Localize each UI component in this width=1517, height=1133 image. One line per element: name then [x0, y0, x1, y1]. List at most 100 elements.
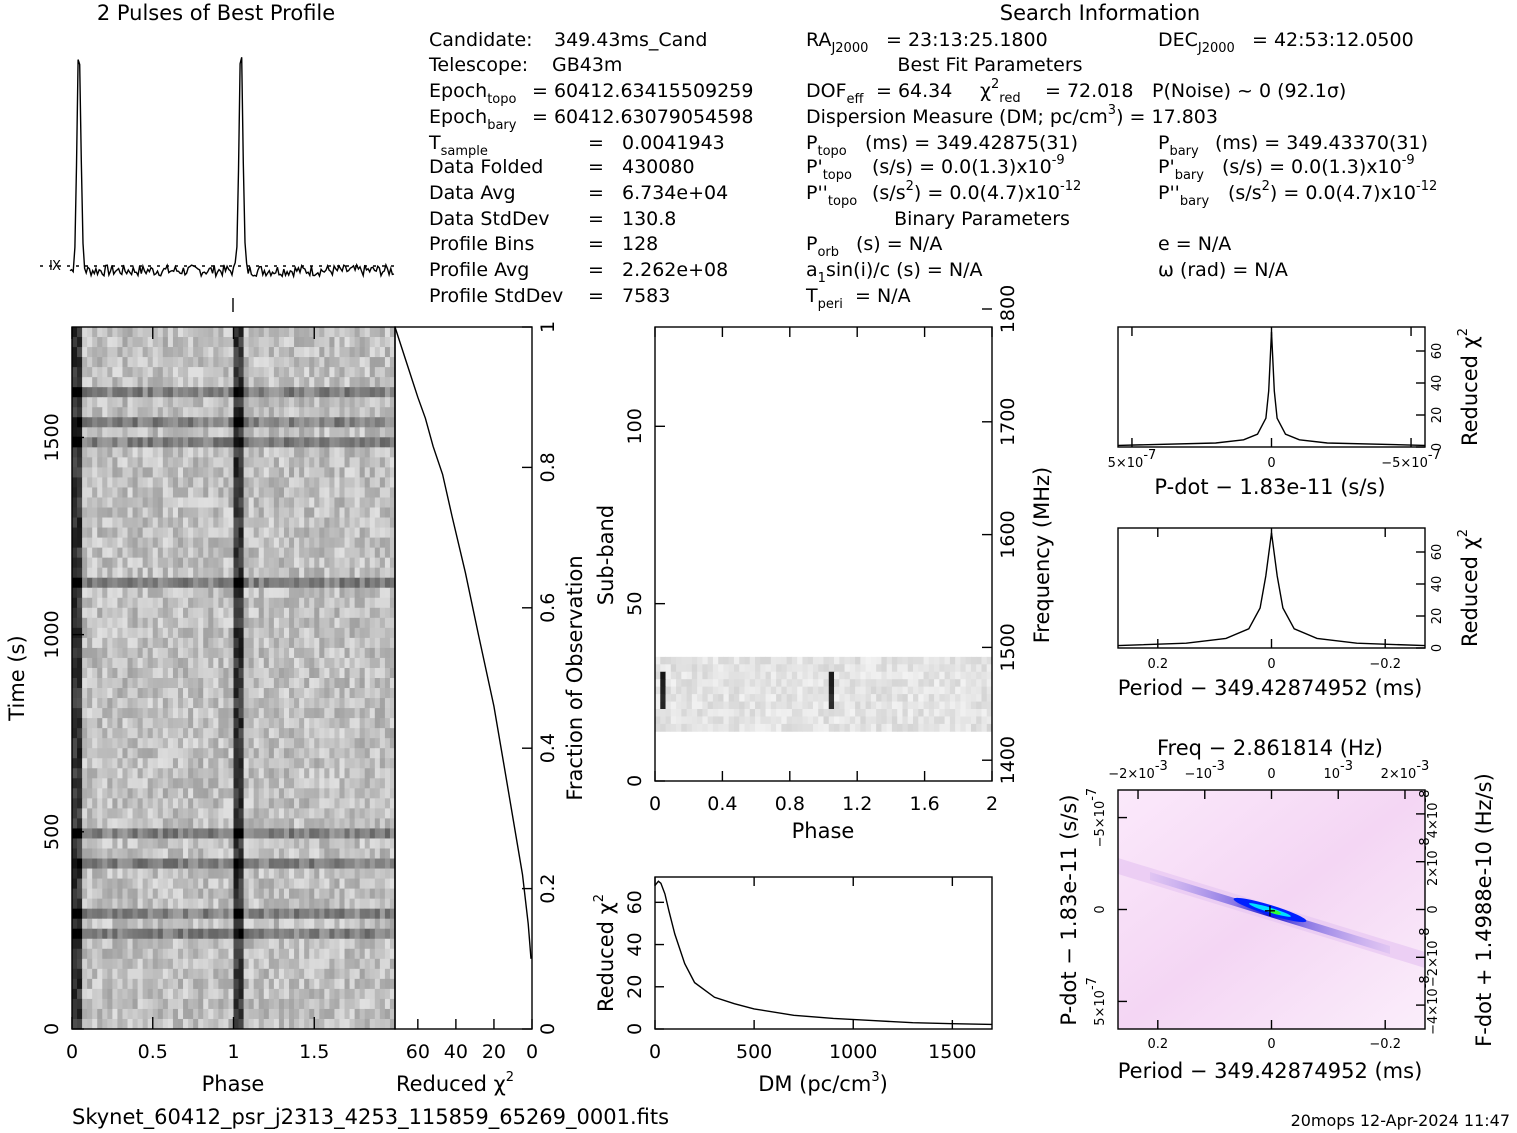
heat-cell	[198, 888, 204, 900]
heat-cell	[132, 567, 139, 579]
heat-cell	[102, 447, 108, 458]
pdtopo-value: (s/s) = 0.0(1.3)x10-9	[872, 153, 1065, 178]
subband-cell	[928, 656, 935, 665]
subband-cell	[960, 656, 967, 665]
heat-cell	[77, 357, 83, 368]
heat-cell	[273, 477, 280, 488]
subband-cell	[902, 664, 909, 673]
heat-cell	[374, 948, 381, 960]
heat-cell	[162, 988, 169, 1000]
heat-cell	[258, 1008, 265, 1020]
heat-cell	[193, 587, 199, 599]
heat-cell	[374, 828, 381, 839]
heat-cell	[289, 808, 295, 819]
subband-cell	[939, 679, 946, 688]
heat-cell	[283, 547, 290, 559]
subband-cell	[718, 656, 724, 665]
heat-cell	[77, 467, 83, 478]
heat-cell	[389, 537, 396, 549]
heat-cell	[374, 387, 381, 398]
subband-cell	[860, 694, 867, 702]
heat-cell	[339, 577, 345, 589]
heat-cell	[157, 637, 164, 649]
heat-cell	[273, 517, 280, 528]
heat-cell	[82, 567, 88, 579]
heat-cell	[72, 898, 78, 910]
heat-cell	[208, 848, 214, 859]
heat-cell	[193, 1018, 199, 1030]
heat-cell	[203, 908, 209, 920]
subband-cell	[676, 656, 682, 665]
heat-cell	[167, 788, 174, 799]
heat-cell	[162, 647, 169, 659]
heat-cell	[233, 347, 239, 358]
heat-cell	[97, 1018, 103, 1030]
heat-cell	[228, 637, 234, 649]
heat-cell	[359, 918, 366, 930]
heat-cell	[309, 647, 315, 659]
heat-cell	[112, 627, 118, 639]
heat-cell	[122, 1018, 128, 1030]
subband-cell	[770, 671, 777, 680]
heat-cell	[167, 417, 174, 428]
heat-cell	[344, 577, 350, 589]
heat-cell	[344, 928, 350, 940]
heat-cell	[152, 888, 159, 900]
heat-cell	[107, 798, 113, 809]
heat-cell	[132, 718, 139, 729]
heat-cell	[339, 988, 345, 1000]
heat-cell	[233, 607, 239, 619]
subband-cell	[976, 679, 982, 688]
heat-cell	[77, 387, 83, 398]
heat-cell	[102, 417, 108, 428]
heat-cell	[299, 698, 305, 709]
heat-cell	[294, 1018, 300, 1030]
heat-cell	[167, 337, 174, 348]
heat-cell	[208, 778, 214, 789]
heat-cell	[319, 417, 325, 428]
heat-cell	[87, 768, 93, 779]
heat-cell	[344, 637, 350, 649]
heat-cell	[77, 367, 83, 378]
heat-cell	[339, 928, 345, 940]
heat-cell	[122, 728, 128, 739]
subband-cell	[876, 679, 882, 688]
heat-cell	[203, 678, 209, 689]
heat-cell	[97, 507, 103, 518]
heat-cell	[354, 407, 361, 418]
heat-cell	[349, 407, 356, 418]
heat-cell	[208, 998, 214, 1010]
heat-cell	[273, 988, 280, 1000]
heat-cell	[228, 1008, 234, 1020]
pddtopo-label: P''topo	[806, 182, 857, 209]
heat-cell	[162, 427, 169, 438]
heat-cell	[314, 467, 320, 478]
heat-cell	[172, 657, 179, 669]
heat-cell	[188, 848, 194, 859]
heat-cell	[142, 988, 149, 1000]
heat-cell	[329, 908, 335, 920]
heat-cell	[374, 627, 381, 639]
heat-cell	[309, 788, 315, 799]
heat-cell	[142, 808, 149, 819]
subband-cell	[886, 679, 893, 688]
heat-cell	[82, 968, 88, 980]
heat-cell	[359, 748, 366, 759]
heat-cell	[304, 738, 310, 749]
pbary-label: Pbary	[1158, 132, 1199, 159]
heat-cell	[183, 437, 189, 448]
heat-cell	[97, 337, 103, 348]
heat-cell	[268, 798, 275, 809]
heat-cell	[122, 988, 128, 1000]
heat-cell	[238, 537, 244, 549]
heat-cell	[188, 718, 194, 729]
heat-cell	[314, 678, 320, 689]
heat-cell	[183, 808, 189, 819]
heat-cell	[167, 1008, 174, 1020]
pddtopo-value: (s/s2) = 0.0(4.7)x10-12	[872, 179, 1081, 204]
heat-cell	[278, 457, 285, 468]
heat-cell	[203, 888, 209, 900]
heat-cell	[283, 808, 290, 819]
heat-cell	[218, 617, 224, 629]
heat-cell	[107, 647, 113, 659]
